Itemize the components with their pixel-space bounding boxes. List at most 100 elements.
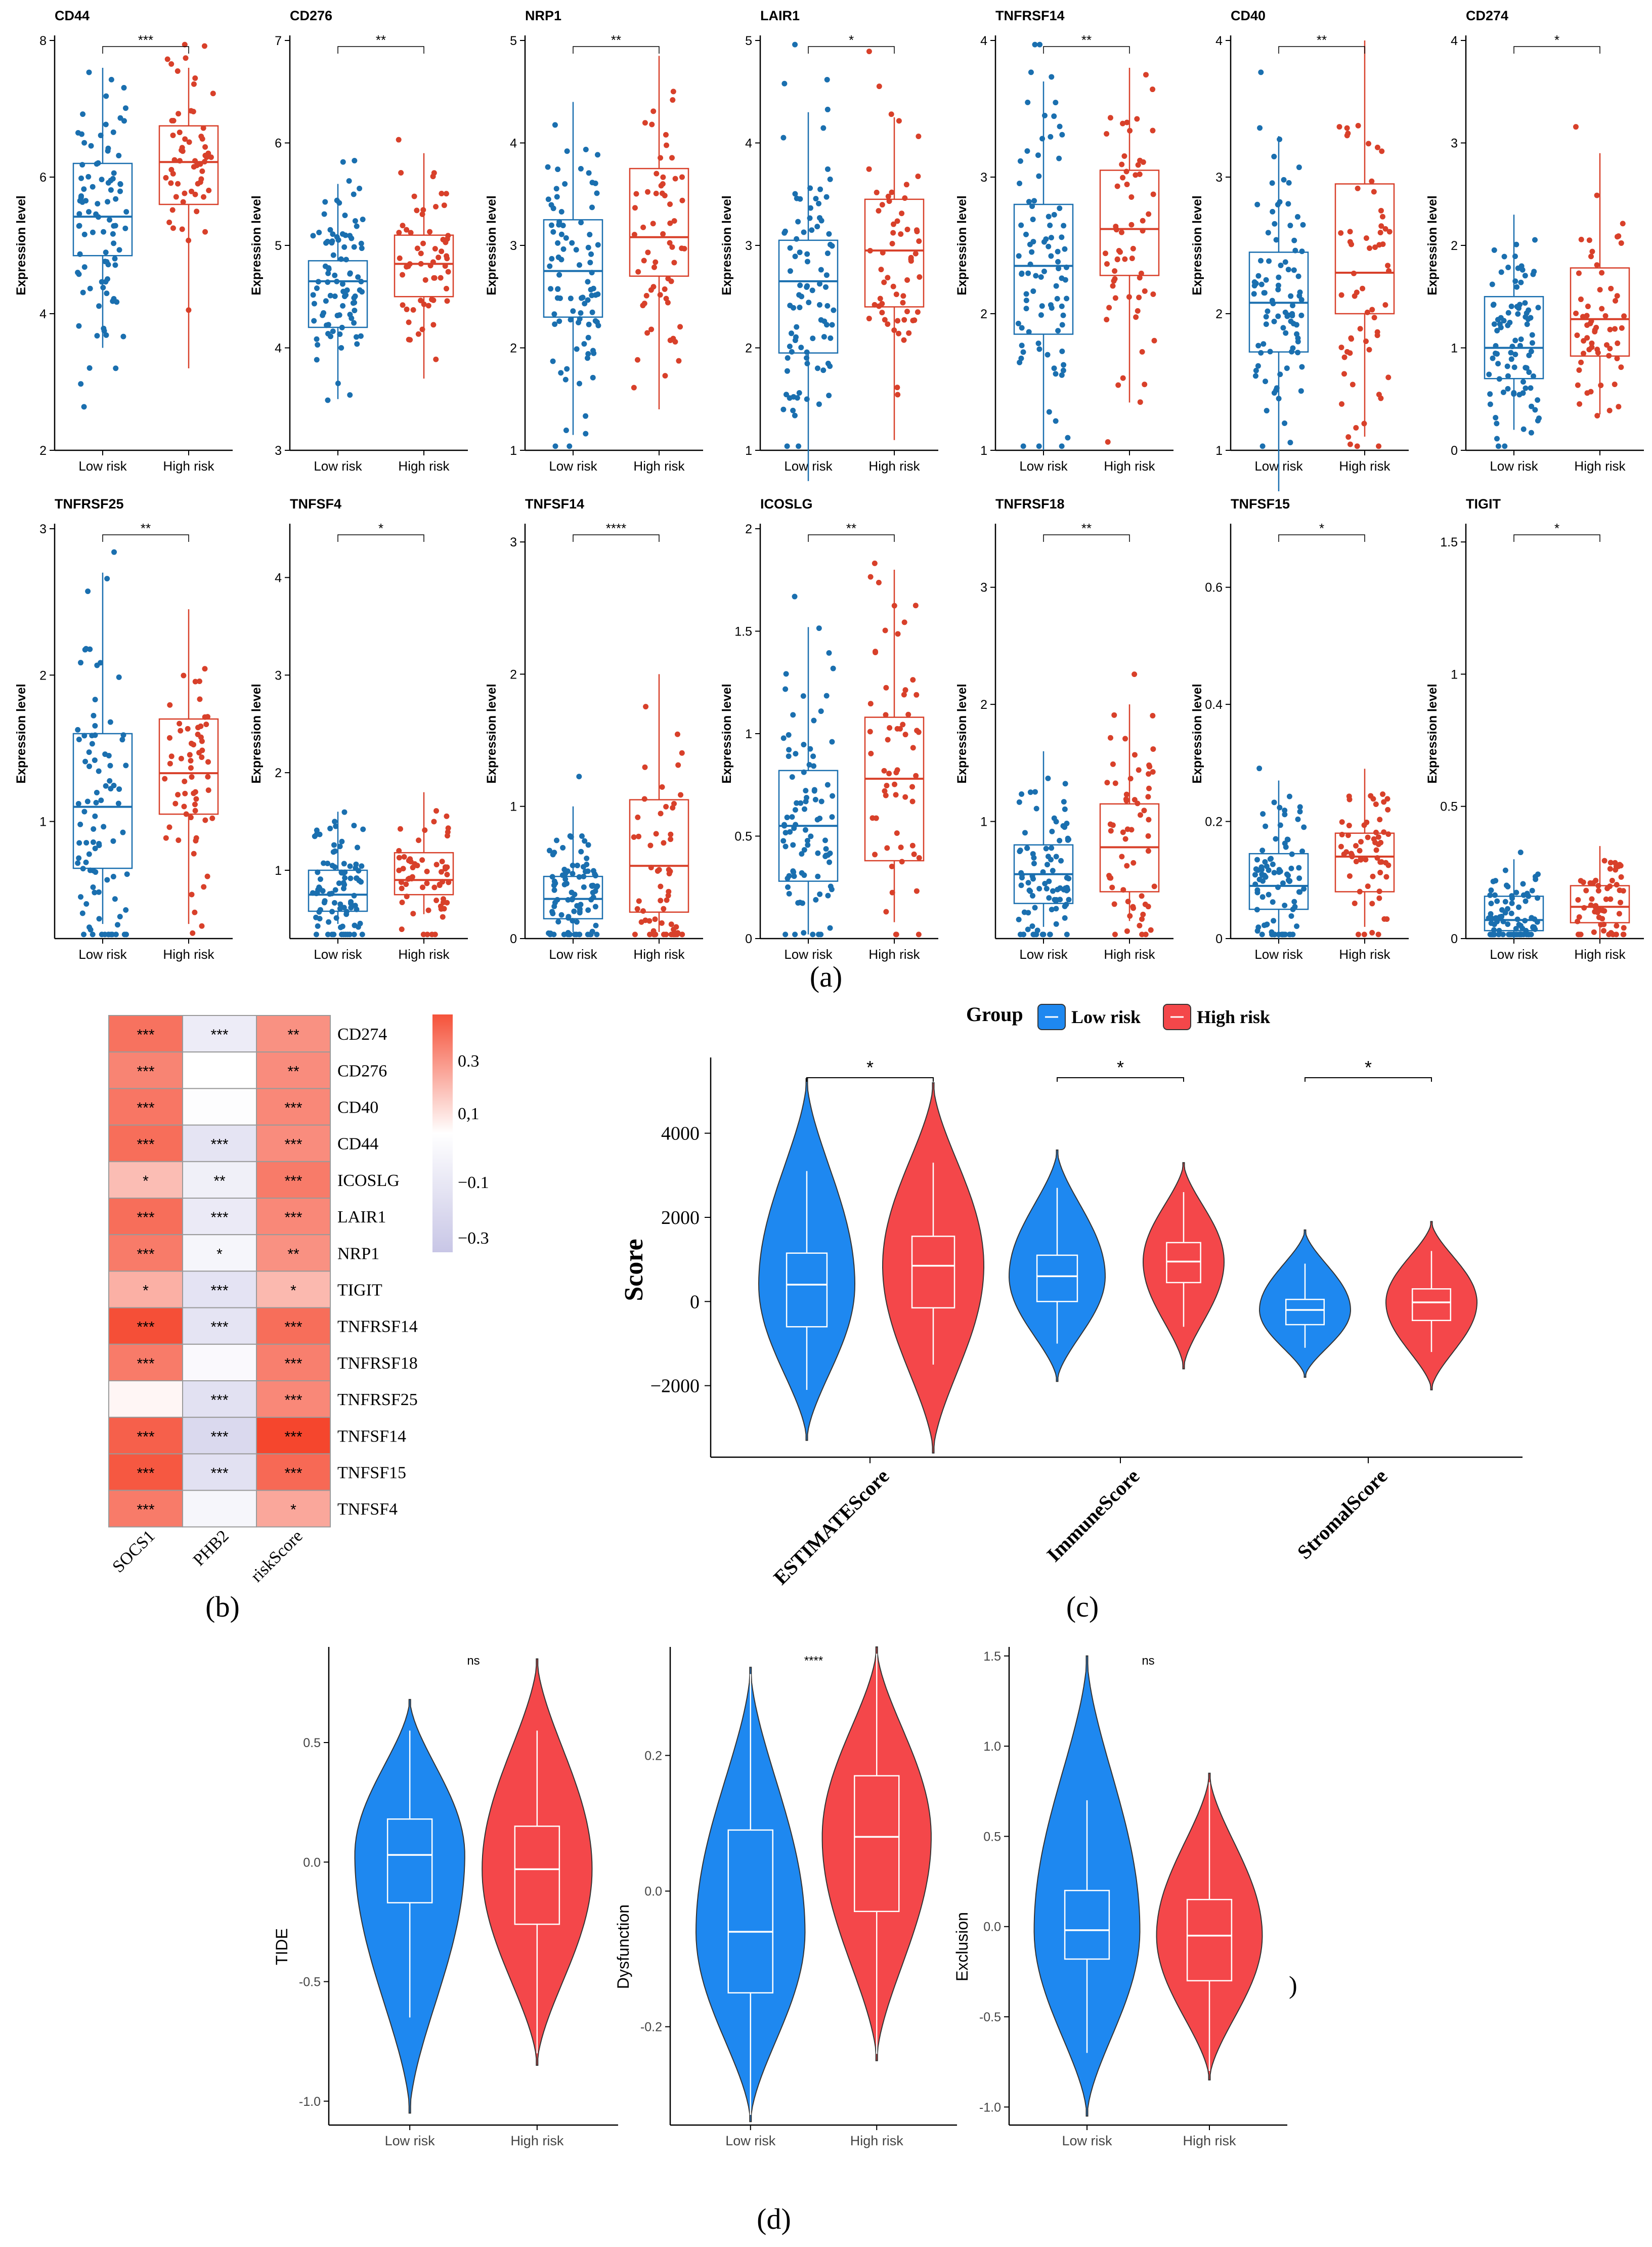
- data-point: [1140, 228, 1146, 234]
- data-point: [790, 842, 796, 848]
- data-point: [1269, 180, 1275, 186]
- data-point: [197, 696, 203, 702]
- data-point: [441, 906, 447, 912]
- heatmap-cell: [108, 1015, 183, 1053]
- data-point: [1495, 317, 1501, 323]
- data-point: [1502, 899, 1508, 905]
- data-point: [1594, 262, 1600, 268]
- data-point: [790, 407, 796, 413]
- data-point: [95, 160, 101, 166]
- data-point: [1526, 352, 1532, 358]
- data-point: [659, 784, 665, 790]
- data-point: [588, 251, 594, 257]
- data-point: [1513, 925, 1519, 931]
- data-point: [1031, 861, 1037, 867]
- data-point: [1142, 381, 1148, 388]
- data-point: [1487, 391, 1493, 397]
- data-point: [1023, 298, 1029, 304]
- data-point: [178, 728, 184, 734]
- data-point: [1061, 799, 1067, 805]
- data-point: [192, 158, 198, 164]
- data-point: [96, 840, 102, 846]
- data-point: [1297, 809, 1303, 815]
- data-point: [1062, 903, 1068, 909]
- data-point: [881, 279, 887, 285]
- data-point: [1051, 113, 1057, 119]
- colorbar-tick-label: −0.3: [458, 1229, 489, 1248]
- data-point: [1601, 858, 1607, 864]
- data-point: [410, 307, 416, 313]
- data-point: [1108, 875, 1114, 881]
- data-point: [890, 221, 896, 227]
- data-point: [1524, 365, 1530, 371]
- data-point: [1151, 883, 1157, 889]
- data-point: [1292, 247, 1298, 253]
- data-point: [80, 866, 86, 872]
- data-point: [1488, 911, 1494, 917]
- data-point: [1273, 237, 1279, 243]
- data-point: [893, 792, 899, 798]
- data-point: [1029, 923, 1035, 929]
- data-point: [910, 318, 916, 324]
- data-point: [585, 351, 591, 357]
- y-tick-label: 0.0: [644, 1885, 662, 1899]
- data-point: [829, 814, 835, 820]
- chart-title: TNFRSF14: [995, 8, 1065, 23]
- panel-label-d: (d): [757, 2202, 791, 2235]
- data-point: [92, 845, 98, 852]
- y-axis-label: Expression level: [1190, 684, 1204, 783]
- data-point: [326, 265, 332, 271]
- data-point: [650, 221, 656, 227]
- data-point: [192, 191, 198, 197]
- data-point: [101, 229, 107, 235]
- data-point: [915, 309, 921, 315]
- data-point: [567, 443, 573, 449]
- data-point: [809, 227, 815, 233]
- data-point: [1275, 884, 1281, 891]
- data-point: [571, 908, 577, 914]
- data-point: [1049, 305, 1055, 311]
- data-point: [1585, 304, 1591, 310]
- data-point: [76, 840, 82, 846]
- data-point: [121, 84, 127, 91]
- data-point: [1032, 905, 1038, 911]
- data-point: [1260, 811, 1266, 817]
- data-point: [1150, 291, 1156, 297]
- data-point: [1021, 931, 1027, 938]
- data-point: [1029, 249, 1035, 255]
- data-point: [440, 900, 446, 906]
- data-point: [96, 916, 102, 922]
- data-point: [1515, 311, 1521, 317]
- data-point: [171, 157, 178, 163]
- data-point: [652, 916, 658, 922]
- data-point: [895, 318, 901, 324]
- data-point: [202, 159, 208, 165]
- data-point: [877, 295, 883, 302]
- data-point: [101, 325, 107, 331]
- data-point: [585, 842, 591, 848]
- data-point: [320, 312, 326, 318]
- data-point: [1263, 314, 1269, 320]
- x-tick-label: High risk: [633, 947, 685, 962]
- data-point: [359, 289, 365, 295]
- data-point: [1032, 789, 1038, 795]
- data-point: [586, 321, 592, 327]
- data-point: [193, 796, 199, 802]
- data-point: [1518, 279, 1524, 285]
- heatmap-cell-label: **: [287, 1027, 299, 1043]
- data-point: [1603, 896, 1609, 902]
- y-tick-label: 3: [39, 522, 47, 536]
- y-tick-label: 1: [1451, 667, 1458, 682]
- data-point: [643, 704, 649, 710]
- data-point: [658, 155, 664, 161]
- data-point: [1026, 329, 1032, 335]
- violin-shape: [1156, 1772, 1263, 2081]
- data-point: [553, 837, 559, 843]
- data-point: [1284, 836, 1290, 842]
- data-point: [325, 322, 331, 328]
- data-point: [120, 732, 126, 738]
- data-point: [582, 838, 588, 844]
- data-point: [1040, 869, 1046, 875]
- heatmap-cell: [108, 1380, 183, 1418]
- data-point: [358, 333, 364, 339]
